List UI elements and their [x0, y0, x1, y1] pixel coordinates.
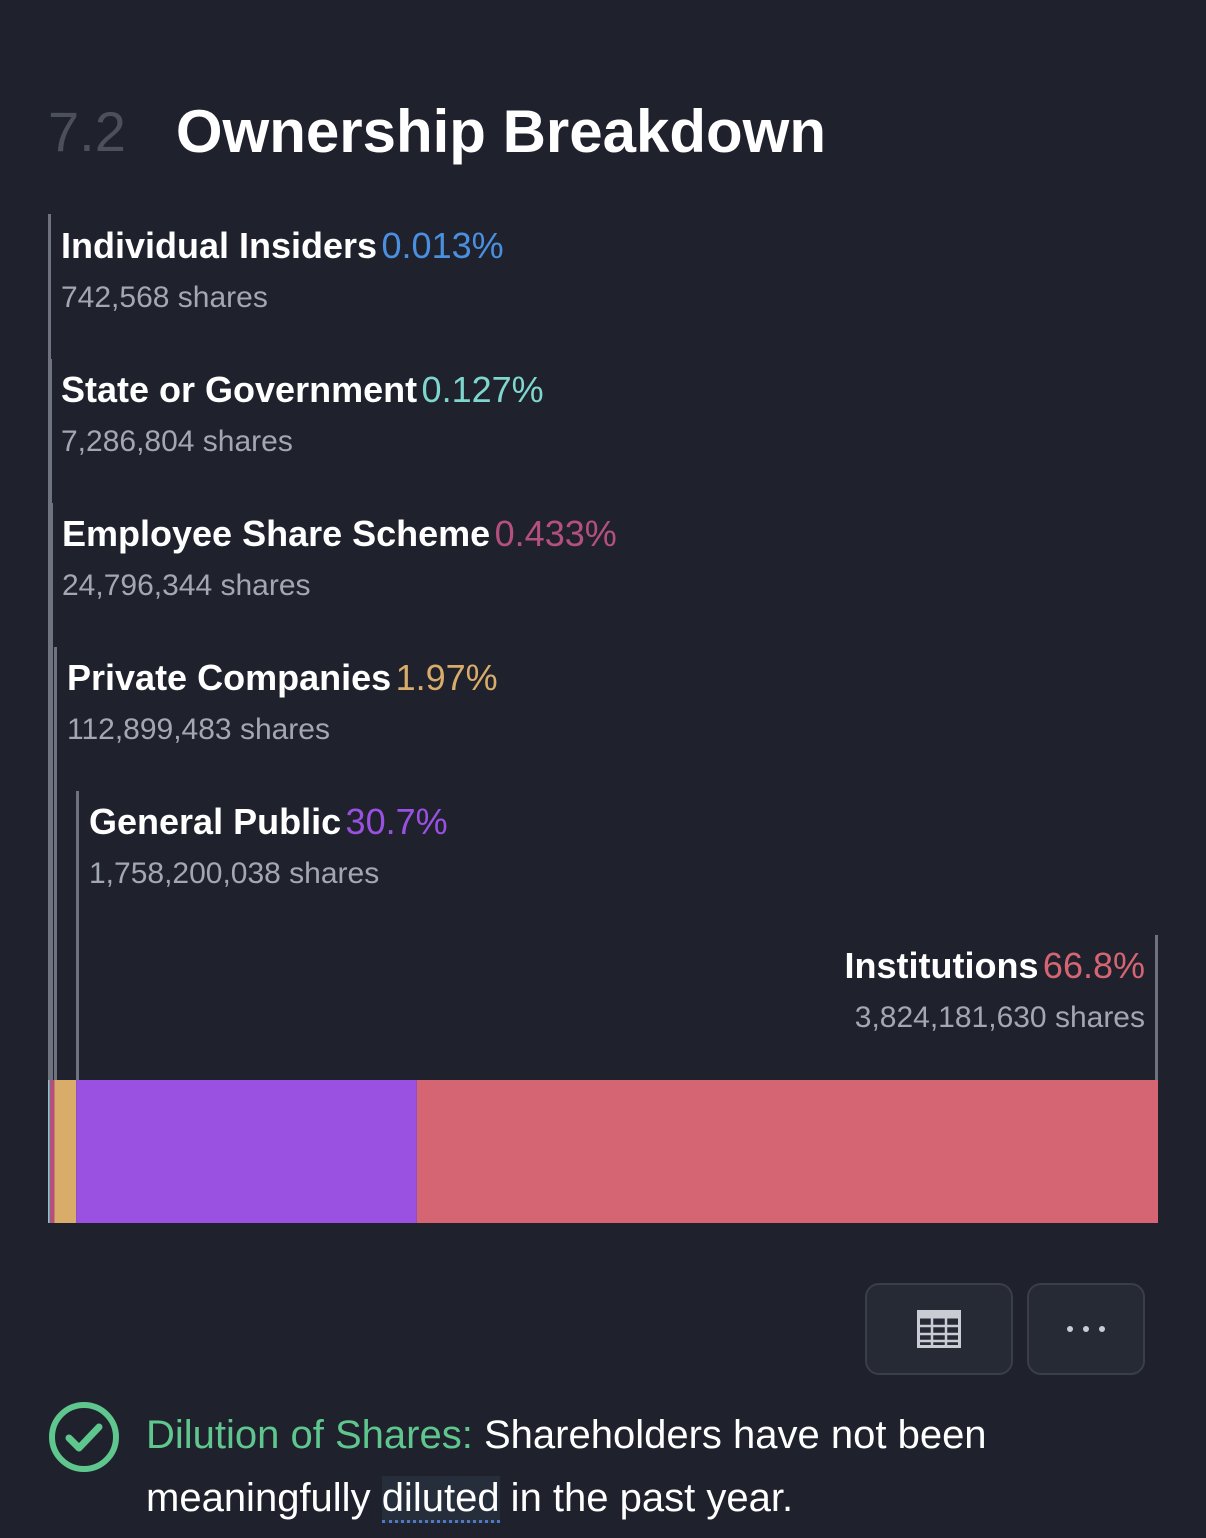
- label-state-or-government: State or Government 0.127% 7,286,804 sha…: [61, 368, 544, 460]
- label-percent: 0.433%: [494, 513, 617, 554]
- section-title: Ownership Breakdown: [175, 97, 826, 165]
- section-number: 7.2: [48, 99, 126, 163]
- label-shares: 742,568 shares: [61, 281, 268, 314]
- label-name: Private Companies: [67, 657, 392, 698]
- label-private-companies: Private Companies 1.97% 112,899,483 shar…: [67, 656, 498, 748]
- check-circle-icon: [49, 1402, 119, 1472]
- label-name: Institutions: [844, 945, 1039, 986]
- bar-segment-institutions: [416, 1080, 1158, 1223]
- bar-segment-general-public: [76, 1080, 417, 1223]
- bar-segment-private-companies: [54, 1080, 77, 1223]
- diluted-term-link[interactable]: diluted: [381, 1476, 500, 1523]
- label-percent: 30.7%: [345, 801, 448, 842]
- bar-segment-employee-share-scheme: [49, 1080, 55, 1223]
- label-name: General Public: [89, 801, 342, 842]
- leader-line-2: [50, 503, 53, 1080]
- label-shares: 24,796,344 shares: [62, 569, 311, 602]
- label-general-public: General Public 30.7% 1,758,200,038 share…: [89, 800, 448, 892]
- label-name: State or Government: [61, 369, 418, 410]
- dilution-statement: Dilution of Shares: Shareholders have no…: [146, 1404, 1156, 1530]
- label-percent: 0.127%: [421, 369, 544, 410]
- more-icon: [1067, 1326, 1105, 1332]
- label-shares: 3,824,181,630 shares: [854, 1001, 1145, 1034]
- dilution-title: Dilution of Shares:: [146, 1413, 473, 1457]
- stacked-bar: [48, 1080, 1158, 1223]
- table-view-button[interactable]: [865, 1283, 1013, 1375]
- table-icon: [917, 1310, 961, 1348]
- leader-line-3: [54, 647, 57, 1080]
- dilution-text-end: in the past year.: [499, 1476, 794, 1520]
- label-percent: 1.97%: [395, 657, 498, 698]
- label-shares: 7,286,804 shares: [61, 425, 293, 458]
- label-shares: 112,899,483 shares: [67, 713, 330, 746]
- label-individual-insiders: Individual Insiders 0.013% 742,568 share…: [61, 224, 504, 316]
- section-heading: 7.2 Ownership Breakdown: [48, 96, 826, 166]
- leader-line-5: [1155, 935, 1158, 1080]
- label-institutions: Institutions 66.8% 3,824,181,630 shares: [844, 944, 1145, 1036]
- label-employee-share-scheme: Employee Share Scheme 0.433% 24,796,344 …: [62, 512, 617, 604]
- more-options-button[interactable]: [1027, 1283, 1145, 1375]
- label-shares: 1,758,200,038 shares: [89, 857, 380, 890]
- dilution-text: Shareholders have not been meaningfully: [146, 1413, 987, 1520]
- label-name: Employee Share Scheme: [62, 513, 491, 554]
- label-percent: 0.013%: [381, 225, 504, 266]
- label-name: Individual Insiders: [61, 225, 378, 266]
- leader-line-4: [76, 791, 79, 1080]
- bar-segment-state-or-government: [48, 1080, 50, 1223]
- label-percent: 66.8%: [1042, 945, 1145, 986]
